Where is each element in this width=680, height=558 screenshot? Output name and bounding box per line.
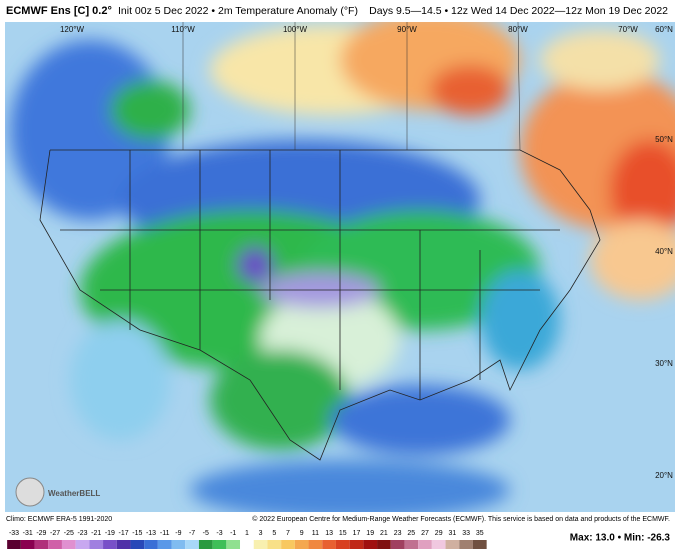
scale-swatch [253, 540, 268, 549]
scale-swatch [34, 540, 49, 549]
boundaries [39, 149, 601, 461]
scale-label: 1 [245, 530, 249, 537]
scale-swatch [226, 540, 241, 549]
scale-swatch [116, 540, 131, 549]
scale-swatch [390, 540, 405, 549]
scale-swatch [363, 540, 378, 549]
map [5, 22, 675, 512]
latitude-label: 60°N [655, 25, 673, 34]
scale-swatch [198, 540, 213, 549]
scale-swatch [418, 540, 432, 549]
scale-label: 15 [339, 530, 347, 537]
graticule [182, 22, 521, 151]
scale-swatch [445, 540, 460, 549]
scale-swatch [75, 540, 90, 549]
scale-label: -27 [50, 530, 60, 537]
longitude-label: 80°W [508, 25, 528, 34]
scale-label: -19 [105, 530, 115, 537]
scale-label: -5 [203, 530, 209, 537]
copyright: © 2022 European Centre for Medium-Range … [252, 515, 670, 523]
scale-swatch [185, 540, 199, 549]
scale-label: -9 [175, 530, 181, 537]
subtitle: Init 00z 5 Dec 2022 • 2m Temperature Ano… [118, 5, 358, 17]
scale-label: 29 [435, 530, 443, 537]
scale-swatch [404, 540, 419, 549]
longitude-label: 120°W [60, 25, 85, 34]
latitude-label: 50°N [655, 135, 673, 144]
valid-period: Days 9.5—14.5 • 12z Wed 14 Dec 2022—12z … [369, 5, 668, 17]
longitude-label: 100°W [283, 25, 308, 34]
scale-swatch [281, 540, 295, 549]
scale-swatch [349, 540, 364, 549]
scale-label: 33 [462, 530, 470, 537]
longitude-label: 90°W [397, 25, 417, 34]
scale-swatch [377, 540, 391, 549]
scale-label: -17 [119, 530, 129, 537]
scale-label: 13 [325, 530, 333, 537]
scale-swatch [89, 540, 104, 549]
scale-swatch [144, 540, 158, 549]
scale-label: -33 [9, 530, 19, 537]
scale-label: 27 [421, 530, 429, 537]
scale-label: -7 [189, 530, 195, 537]
scale-swatch [322, 540, 336, 549]
scale-label: 11 [312, 530, 319, 537]
scale-swatch [171, 540, 186, 549]
longitude-label: 110°W [171, 25, 195, 34]
title: ECMWF Ens [C] 0.2° [6, 5, 112, 17]
scale-swatch [459, 540, 473, 549]
scale-label: 23 [394, 530, 402, 537]
scale-swatch [431, 540, 446, 549]
scale-swatch [7, 540, 21, 549]
scale-swatch [212, 540, 227, 549]
longitude-label: 70°W [618, 25, 638, 34]
scale-label: -31 [23, 530, 33, 537]
scale-swatch [20, 540, 35, 549]
scale-label: 31 [449, 530, 457, 537]
scale-label: -3 [216, 530, 222, 537]
scale-swatch [267, 540, 282, 549]
scale-swatch [130, 540, 145, 549]
scale-label: 9 [300, 530, 304, 537]
scale-swatch [308, 540, 323, 549]
scale-label: 21 [380, 530, 388, 537]
scale-swatch [294, 540, 309, 549]
scale-label: 7 [286, 530, 290, 537]
scale-label: -21 [91, 530, 101, 537]
scale-label: 3 [259, 530, 263, 537]
logo-text: WeatherBELL [48, 489, 100, 498]
scale-swatch [61, 540, 76, 549]
max-min: Max: 13.0 • Min: -26.3 [570, 533, 671, 544]
scale-swatch [240, 540, 254, 549]
scale-label: -13 [146, 530, 156, 537]
scale-label: -23 [77, 530, 87, 537]
scale-swatch [335, 540, 350, 549]
climo-note: Climo: ECMWF ERA-5 1991-2020 [6, 516, 112, 523]
logo: WeatherBELL [15, 477, 100, 507]
scale-label: 17 [353, 530, 361, 537]
scale-label: -1 [230, 530, 236, 537]
scale-swatch [472, 540, 487, 549]
scale-label: -29 [36, 530, 46, 537]
scale-label: 5 [272, 530, 276, 537]
scale-label: 35 [476, 530, 484, 537]
scale-swatch [157, 540, 172, 549]
scale-label: -25 [64, 530, 74, 537]
latitude-label: 40°N [655, 247, 673, 256]
scale-swatch [48, 540, 62, 549]
scale-label: 25 [407, 530, 415, 537]
scale-label: 19 [366, 530, 374, 537]
scale-label: -15 [132, 530, 142, 537]
latitude-label: 30°N [655, 359, 673, 368]
latitude-label: 20°N [655, 471, 673, 480]
scale-label: -11 [160, 530, 170, 537]
scale-swatch [103, 540, 117, 549]
